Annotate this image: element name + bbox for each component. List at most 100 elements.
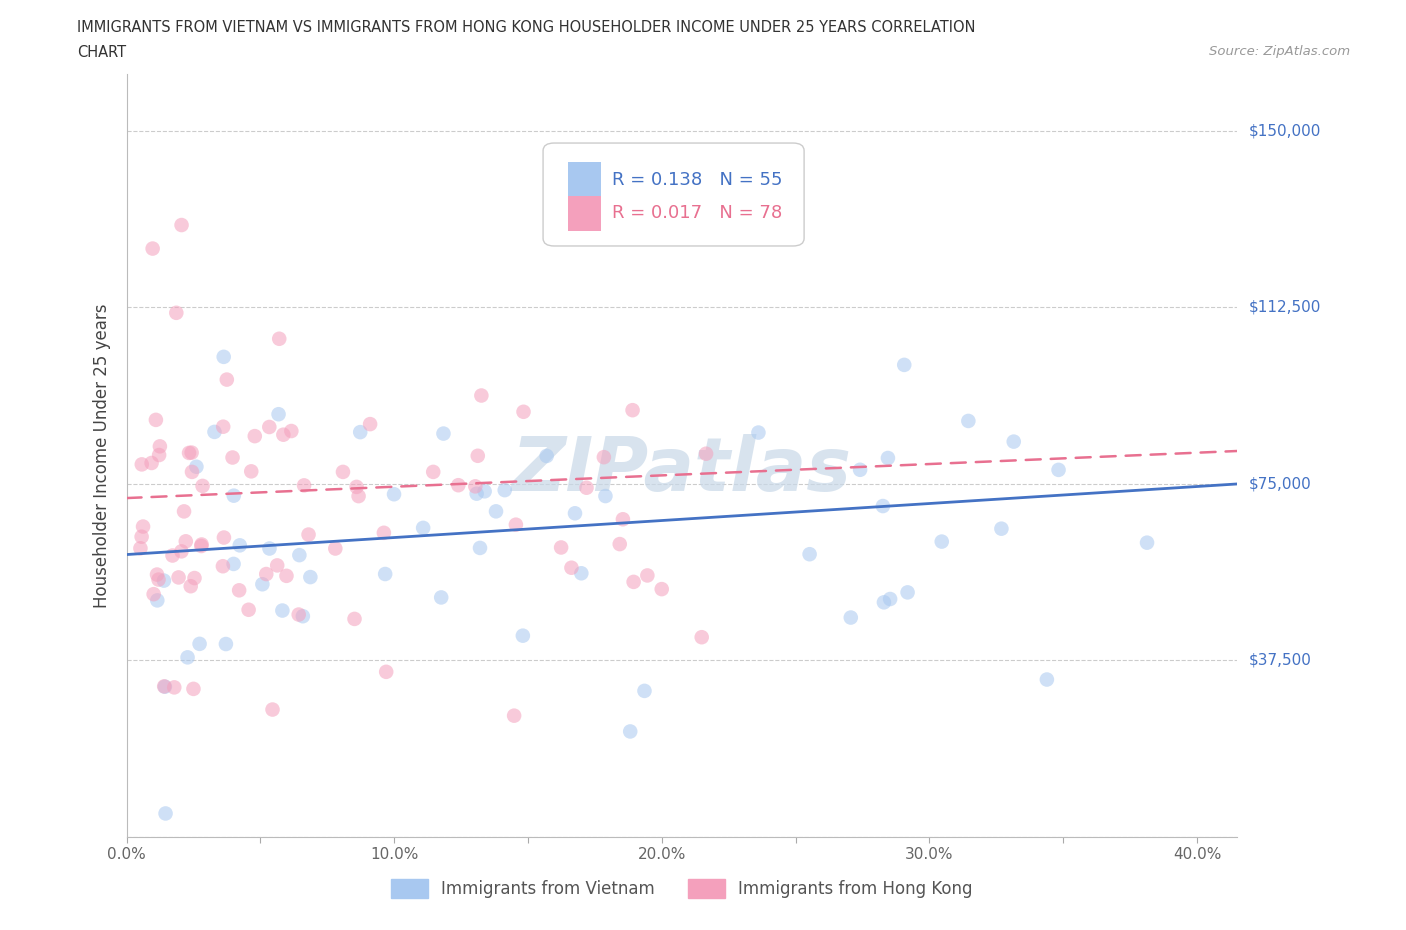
Point xyxy=(299,570,322,585)
Point xyxy=(262,702,284,717)
Point xyxy=(240,464,263,479)
Point xyxy=(422,464,444,479)
Point xyxy=(148,447,170,462)
Point xyxy=(412,521,434,536)
Point xyxy=(180,445,202,460)
Point xyxy=(879,591,901,606)
Point xyxy=(464,479,486,494)
Point xyxy=(212,350,235,365)
Text: R = 0.017   N = 78: R = 0.017 N = 78 xyxy=(612,205,782,222)
Point xyxy=(619,724,641,739)
Text: $37,500: $37,500 xyxy=(1249,653,1312,668)
Point xyxy=(129,541,152,556)
Text: $150,000: $150,000 xyxy=(1249,124,1320,139)
Point xyxy=(957,414,980,429)
Point xyxy=(215,636,238,651)
Point xyxy=(145,412,167,427)
Point xyxy=(849,462,872,477)
Point xyxy=(382,486,405,501)
Point xyxy=(212,530,235,545)
Point xyxy=(280,423,302,438)
Point xyxy=(222,488,245,503)
Point xyxy=(690,630,713,644)
Point xyxy=(215,372,238,387)
Text: ZIPatlas: ZIPatlas xyxy=(512,434,852,508)
Point xyxy=(183,682,205,697)
Point xyxy=(167,570,190,585)
Point xyxy=(177,445,200,460)
Point xyxy=(292,478,315,493)
Point xyxy=(359,417,381,432)
Point xyxy=(536,448,558,463)
Point xyxy=(343,611,366,626)
Point xyxy=(468,540,491,555)
Bar xyxy=(568,162,600,196)
Point xyxy=(375,664,398,679)
Point xyxy=(346,480,368,495)
Point xyxy=(181,464,204,479)
Point xyxy=(153,679,176,694)
Y-axis label: Householder Income Under 25 years: Householder Income Under 25 years xyxy=(93,303,111,608)
Point xyxy=(243,429,266,444)
Point xyxy=(163,680,186,695)
Point xyxy=(222,556,245,571)
Point xyxy=(1047,462,1070,477)
Point xyxy=(183,571,205,586)
Point xyxy=(142,587,165,602)
Text: $75,000: $75,000 xyxy=(1249,476,1312,491)
Point xyxy=(174,534,197,549)
Point xyxy=(190,538,212,553)
Point xyxy=(872,498,894,513)
Point xyxy=(1002,434,1025,449)
Point xyxy=(564,506,586,521)
Point xyxy=(228,583,250,598)
Point xyxy=(839,610,862,625)
Text: R = 0.138   N = 55: R = 0.138 N = 55 xyxy=(612,170,782,189)
Point xyxy=(799,547,821,562)
Point xyxy=(609,537,631,551)
Point xyxy=(1136,536,1159,551)
Point xyxy=(131,457,153,472)
Point xyxy=(238,603,260,618)
Bar xyxy=(568,196,600,231)
Point xyxy=(323,541,346,556)
Point xyxy=(153,573,176,588)
Point xyxy=(430,590,453,604)
Point xyxy=(131,529,153,544)
Point xyxy=(931,534,953,549)
Point xyxy=(636,568,658,583)
Point xyxy=(467,448,489,463)
Point xyxy=(374,566,396,581)
Point xyxy=(221,450,243,465)
Point xyxy=(990,521,1012,536)
Point xyxy=(252,577,274,591)
Point xyxy=(569,565,592,580)
Point xyxy=(155,806,177,821)
Point xyxy=(291,609,314,624)
Point xyxy=(470,388,492,403)
Point xyxy=(176,650,198,665)
Point xyxy=(146,593,169,608)
Point xyxy=(153,679,176,694)
Point xyxy=(633,684,655,698)
Point xyxy=(142,241,165,256)
Point xyxy=(623,575,645,590)
Point xyxy=(288,548,311,563)
Legend: Immigrants from Vietnam, Immigrants from Hong Kong: Immigrants from Vietnam, Immigrants from… xyxy=(384,872,980,905)
Point xyxy=(173,504,195,519)
Point xyxy=(1036,672,1059,687)
Point xyxy=(503,709,526,724)
Point xyxy=(146,567,169,582)
Point xyxy=(505,517,527,532)
FancyBboxPatch shape xyxy=(543,143,804,246)
Point xyxy=(332,464,354,479)
Point xyxy=(254,566,277,581)
Text: $112,500: $112,500 xyxy=(1249,299,1320,315)
Point xyxy=(575,480,598,495)
Point xyxy=(877,450,900,465)
Point xyxy=(190,537,212,551)
Point xyxy=(273,427,295,442)
Point xyxy=(212,559,235,574)
Point xyxy=(621,403,644,418)
Point xyxy=(180,578,202,593)
